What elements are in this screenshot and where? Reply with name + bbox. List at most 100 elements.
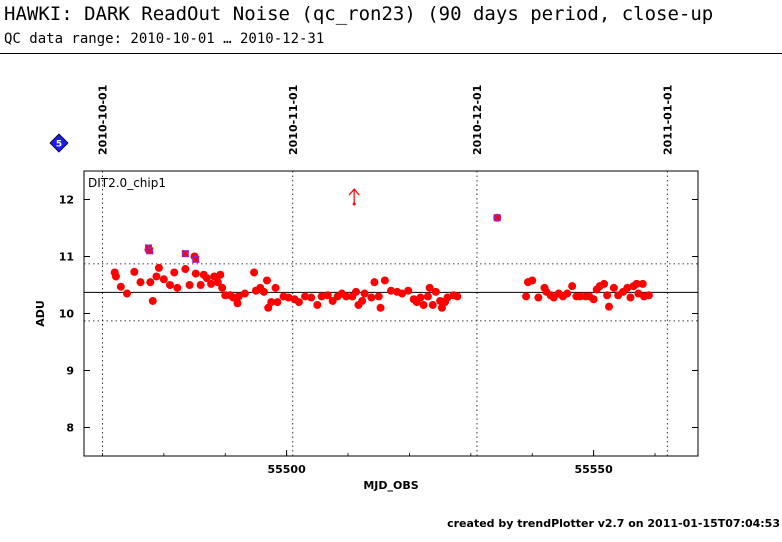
data-point <box>387 286 395 295</box>
plot-area: 2010-10-01 2010-11-01 2010-12-01 2011-01-01… <box>34 85 699 492</box>
y-tick-label: 12 <box>59 194 74 207</box>
data-point <box>638 279 647 288</box>
highlight-cross <box>493 214 501 222</box>
data-point <box>271 283 280 292</box>
data-point <box>173 283 182 292</box>
data-point <box>250 268 259 277</box>
data-point <box>370 278 379 287</box>
data-point <box>632 279 641 288</box>
date-tick-label: 2010-10-01 <box>96 85 109 155</box>
data-point <box>589 295 598 304</box>
data-point <box>181 265 190 274</box>
data-point <box>218 283 227 292</box>
data-point <box>419 300 428 309</box>
data-point <box>398 289 407 298</box>
panel-label: DIT2.0_chip1 <box>88 176 166 190</box>
data-point <box>130 267 139 276</box>
date-tick-label: 2010-11-01 <box>287 85 300 155</box>
data-point <box>358 296 367 305</box>
data-point <box>233 299 242 308</box>
data-point <box>307 293 316 302</box>
data-point <box>213 278 222 287</box>
page-badge[interactable]: 5 <box>49 133 69 153</box>
data-point <box>352 287 361 296</box>
header-divider <box>0 53 782 54</box>
data-point <box>301 292 310 301</box>
data-point <box>609 283 618 292</box>
data-point <box>210 272 219 281</box>
data-point <box>122 289 131 298</box>
data-point <box>376 303 385 312</box>
data-point <box>522 292 531 301</box>
data-point <box>262 276 271 285</box>
data-point <box>240 289 249 298</box>
data-point <box>404 286 413 295</box>
data-point <box>259 287 268 296</box>
data-point <box>317 292 326 301</box>
data-point <box>136 278 145 287</box>
footer-credit: created by trendPlotter v2.7 on 2011-01-… <box>447 517 780 530</box>
data-point <box>196 281 205 289</box>
data-point <box>528 276 537 285</box>
data-point <box>453 292 462 301</box>
data-point <box>600 279 609 288</box>
data-point <box>165 281 174 289</box>
data-point <box>116 282 125 291</box>
data-point <box>323 291 332 300</box>
data-point <box>534 293 543 302</box>
data-point <box>360 289 369 298</box>
data-point <box>216 270 225 279</box>
data-point <box>443 293 452 302</box>
data-point <box>428 300 437 309</box>
chart-title: HAWKI: DARK ReadOut Noise (qc_ron23) (90… <box>4 3 714 25</box>
data-point <box>202 274 211 283</box>
data-point <box>342 292 351 301</box>
data-point <box>431 287 440 296</box>
data-point <box>604 302 613 311</box>
data-point <box>568 282 577 291</box>
data-point <box>185 281 194 289</box>
x-tick-label: 55500 <box>267 463 306 476</box>
data-point <box>191 269 200 278</box>
data-point <box>148 296 157 305</box>
data-point <box>152 272 161 281</box>
y-tick-label: 9 <box>66 365 74 378</box>
trend-chart: 5 2010-10-01 2010-11-01 2010-12-01 2011-01-… <box>34 85 699 492</box>
outlier-arrow-head <box>348 188 360 196</box>
badge-number: 5 <box>56 140 62 150</box>
data-point <box>207 279 216 288</box>
data-point <box>644 291 653 300</box>
data-point <box>294 298 303 307</box>
highlight-cross <box>192 255 200 263</box>
badge-diamond-icon <box>49 133 69 153</box>
highlight-cross <box>181 250 189 258</box>
data-point <box>423 292 432 301</box>
data-point <box>146 278 155 287</box>
data-point <box>374 292 383 301</box>
data-point <box>425 283 434 292</box>
data-point <box>576 292 585 301</box>
data-point <box>603 291 612 300</box>
plot-frame <box>83 170 699 457</box>
y-tick-label: 11 <box>59 251 74 264</box>
y-tick-label: 10 <box>59 308 75 321</box>
data-point <box>367 293 376 302</box>
data-point <box>623 283 632 292</box>
date-tick-label: 2010-12-01 <box>471 85 484 155</box>
chart-subtitle: QC data range: 2010-10-01 … 2010-12-31 <box>4 31 325 47</box>
outlier-point <box>352 202 356 206</box>
data-point <box>416 293 425 302</box>
data-point <box>284 293 293 302</box>
highlight-cross <box>146 247 154 255</box>
date-tick-label: 2011-01-01 <box>661 85 674 155</box>
data-point <box>380 276 389 285</box>
data-point <box>626 293 635 302</box>
x-axis-label: MJD_OBS <box>363 479 418 492</box>
data-point <box>273 298 282 307</box>
data-point <box>313 300 322 309</box>
data-point <box>234 292 243 301</box>
x-tick-label: 55550 <box>574 463 613 476</box>
y-axis-label: ADU <box>34 300 47 327</box>
data-point <box>170 268 179 277</box>
data-point <box>154 263 163 272</box>
